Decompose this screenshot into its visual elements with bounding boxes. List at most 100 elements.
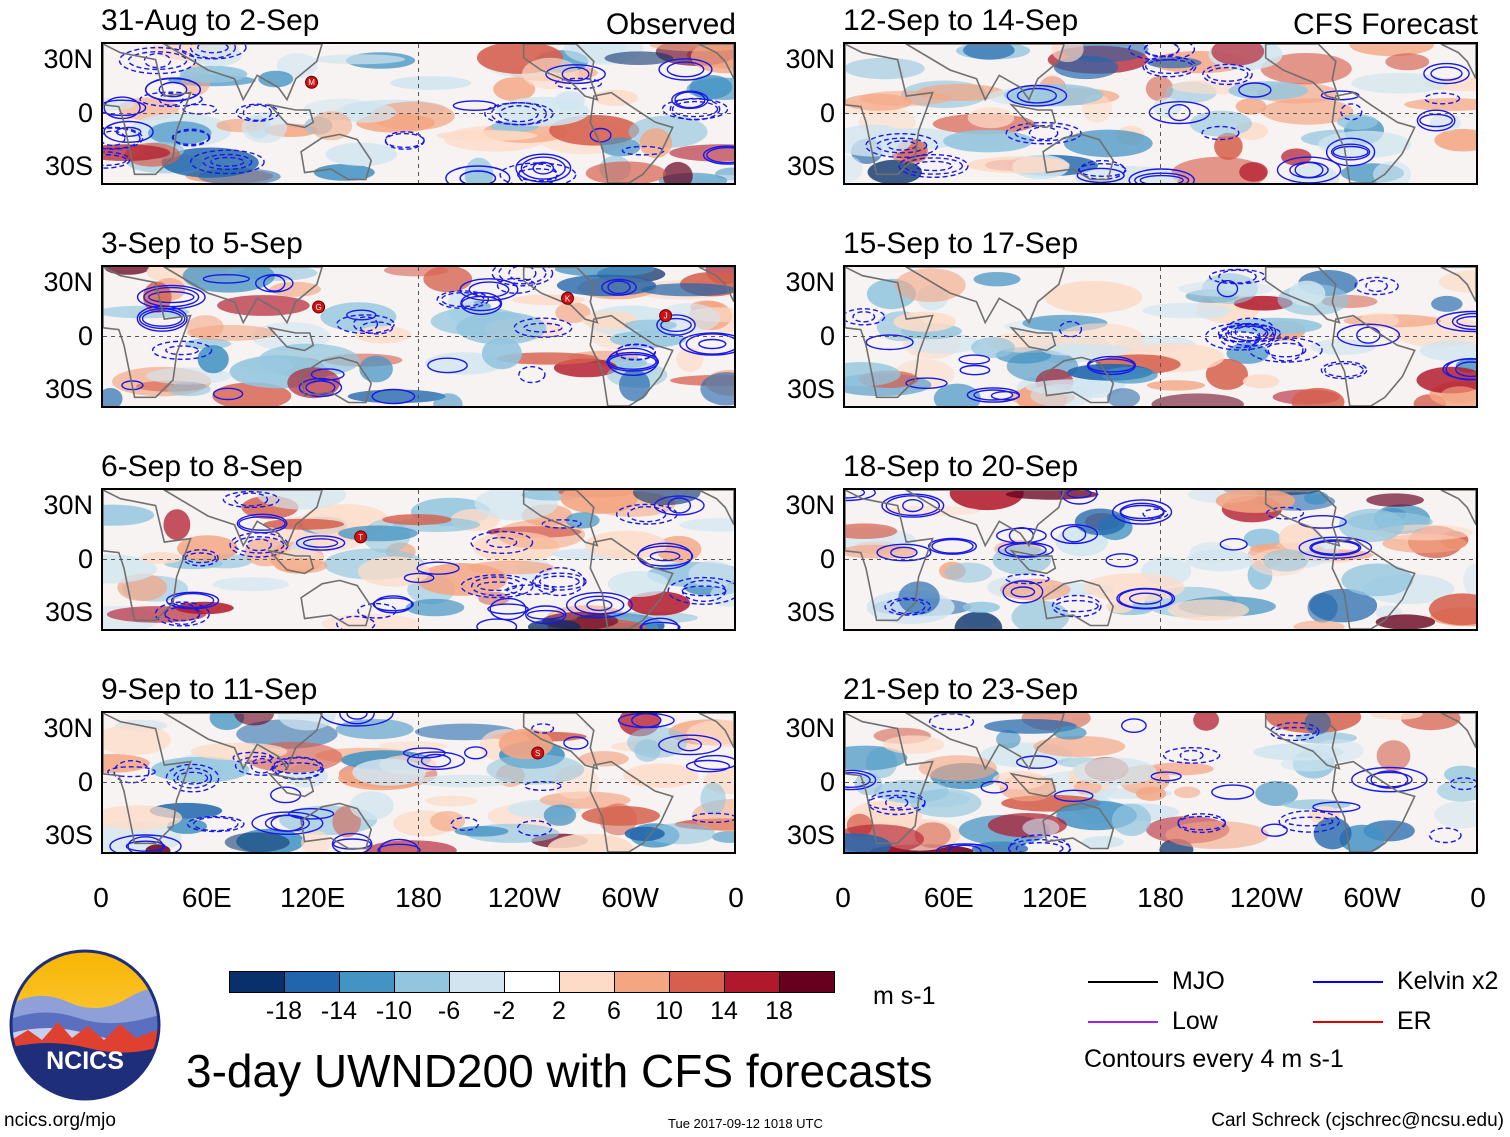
lon-tick-label: 0 — [728, 882, 744, 913]
kelvin-contour — [541, 519, 582, 529]
kelvin-contour — [1356, 326, 1381, 344]
kelvin-contour — [189, 149, 265, 175]
kelvin-contour — [931, 538, 974, 554]
anomaly-shade — [845, 833, 892, 852]
anomaly-shade — [894, 268, 966, 302]
legend-label: ER — [1397, 1007, 1432, 1035]
kelvin-contour — [165, 591, 220, 610]
anomaly-shade — [547, 833, 633, 852]
anomaly-shade — [565, 512, 600, 529]
anomaly-shade — [918, 755, 997, 781]
kelvin-contour — [1456, 315, 1476, 328]
anomaly-shade — [496, 519, 585, 550]
coastline — [103, 267, 192, 399]
anomaly-shade — [933, 383, 981, 406]
kelvin-contour — [1370, 770, 1409, 789]
wind-map-panel — [843, 265, 1478, 408]
kelvin-contour — [1201, 125, 1240, 141]
colorbar-label: -6 — [437, 997, 461, 1025]
anomaly-shade — [212, 577, 289, 592]
kelvin-contour — [1336, 323, 1401, 347]
kelvin-contour — [518, 163, 558, 183]
kelvin-contour — [1218, 325, 1261, 349]
coastline — [103, 713, 192, 845]
kelvin-contour — [876, 137, 928, 154]
kelvin-contour — [1330, 143, 1371, 161]
anomaly-shade — [556, 274, 657, 297]
anomaly-shade — [103, 554, 157, 584]
anomaly-shade — [1205, 358, 1248, 390]
legend-line — [1088, 1021, 1158, 1023]
anomaly-shade — [186, 325, 276, 341]
kelvin-contour — [427, 357, 468, 374]
anomaly-shade — [1142, 302, 1232, 319]
kelvin-contour — [698, 338, 727, 350]
wind-map-panel — [843, 711, 1478, 854]
anomaly-shade — [1437, 780, 1476, 802]
anomaly-shade — [700, 782, 726, 816]
anomaly-shade — [1153, 97, 1182, 118]
kelvin-contour — [532, 572, 587, 591]
anomaly-shade — [198, 168, 281, 183]
kelvin-contour — [1050, 524, 1099, 545]
kelvin-contour — [1129, 592, 1163, 605]
wind-map-svg — [845, 490, 1476, 629]
kelvin-contour — [890, 546, 918, 559]
colorbar-swatch — [614, 971, 670, 993]
anomaly-shade — [276, 53, 318, 79]
anomaly-shade — [1255, 781, 1298, 806]
footer-url[interactable]: ncics.org/mjo — [4, 1110, 116, 1131]
kelvin-contour — [656, 314, 696, 336]
anomaly-shade — [1074, 508, 1126, 536]
kelvin-contour — [372, 597, 414, 612]
colorbar-label: -14 — [320, 997, 358, 1025]
anomaly-shade — [103, 805, 183, 831]
lat-tick-label: 30S — [786, 597, 835, 628]
anomaly-shade — [898, 581, 940, 615]
coastline — [300, 579, 373, 627]
kelvin-contour — [653, 495, 705, 516]
kelvin-contour — [885, 796, 909, 809]
anomaly-shade — [944, 562, 993, 583]
coastline — [904, 44, 1065, 102]
anomaly-shade — [599, 803, 638, 836]
anomaly-shade — [321, 614, 421, 629]
anomaly-shade — [1309, 588, 1378, 623]
kelvin-contour — [263, 274, 286, 292]
kelvin-contour — [336, 314, 395, 334]
lat-tick-label: 0 — [77, 320, 93, 351]
anomaly-shade — [676, 347, 704, 372]
storm-symbol — [560, 291, 574, 305]
storm-marker: T — [354, 530, 368, 544]
kelvin-contour — [1139, 174, 1184, 183]
lat-tick-label: 0 — [819, 97, 835, 128]
kelvin-contour — [103, 130, 126, 147]
anomaly-shade — [1211, 44, 1265, 66]
kelvin-contour — [865, 132, 939, 158]
kelvin-contour — [184, 552, 217, 564]
kelvin-contour — [331, 832, 373, 852]
wind-map-panel: T — [101, 488, 736, 631]
coastline — [162, 267, 323, 325]
lat-tick-label: 0 — [77, 543, 93, 574]
lat-tick-label: 0 — [77, 766, 93, 797]
anomaly-shade — [624, 826, 665, 841]
kelvin-contour — [1230, 325, 1269, 342]
kelvin-contour — [1419, 113, 1453, 128]
anomaly-shade — [163, 509, 191, 541]
kelvin-contour — [1264, 342, 1307, 358]
kelvin-contour — [1015, 842, 1064, 852]
kelvin-contour — [384, 131, 425, 150]
kelvin-contour — [640, 617, 680, 629]
kelvin-contour — [667, 497, 692, 514]
anomaly-shade — [1263, 549, 1309, 572]
kelvin-contour — [606, 351, 659, 372]
kelvin-contour — [245, 538, 272, 552]
kelvin-contour — [186, 815, 245, 833]
storm-label: M — [308, 78, 315, 87]
kelvin-contour — [1016, 87, 1057, 104]
kelvin-contour — [288, 808, 335, 820]
anomaly-shade — [1174, 786, 1201, 799]
coastline — [698, 44, 734, 80]
lat-tick-label: 0 — [819, 320, 835, 351]
